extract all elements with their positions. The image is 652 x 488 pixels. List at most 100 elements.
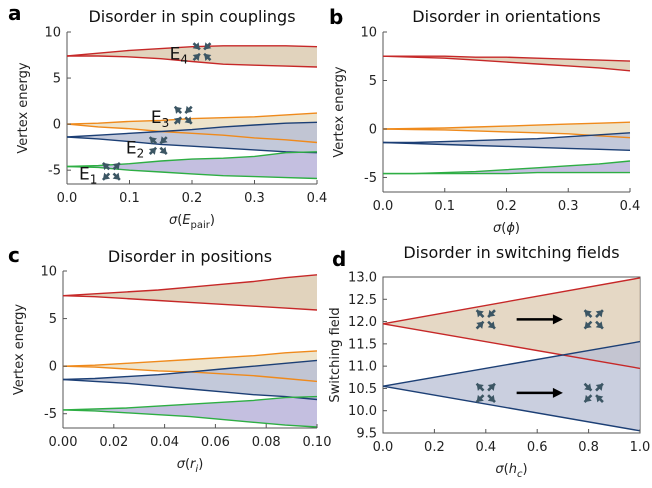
series-upper-line-E2 <box>66 121 318 138</box>
y-tick-label: 10 <box>44 26 61 41</box>
series-band-E2 <box>63 360 317 400</box>
vertex-E4-icon <box>192 42 212 62</box>
series-band-0 <box>383 277 640 369</box>
y-axis-label: Vertex energy <box>12 304 27 396</box>
x-tick-label: 0.08 <box>252 435 281 450</box>
y-axis-label: Switching field <box>328 307 343 402</box>
x-tick-label: 0.10 <box>303 435 332 450</box>
vertex-E2-icon <box>148 136 168 156</box>
y-tick-label: 10 <box>360 26 377 41</box>
transition-arrow-head-icon <box>552 387 563 398</box>
series-lower-line-E3 <box>66 123 318 144</box>
vertex-label-E4: E4 <box>170 45 188 67</box>
vertex-before-1-icon <box>475 309 496 330</box>
panel-letter: b <box>329 5 343 29</box>
y-axis-label: Vertex energy <box>16 62 31 154</box>
series-upper-line-E2 <box>62 359 318 381</box>
panel-b: b Disorder in orientations 0.0 0.1 0.2 0.3 0.4… <box>329 5 640 236</box>
x-tick-label: 0.6 <box>527 440 548 455</box>
x-tick-label: 0.0 <box>57 191 78 206</box>
series-lower-line-E2 <box>62 378 318 401</box>
series-upper-line-E4 <box>383 55 631 62</box>
panel-title: Disorder in positions <box>108 247 272 266</box>
series-band-E1 <box>67 151 317 179</box>
vertex-label-E1: E1 <box>79 164 97 186</box>
series-upper-line-E3 <box>382 121 631 130</box>
y-tick-label: 0 <box>53 118 61 133</box>
series-upper-line-E4 <box>62 274 318 297</box>
y-tick-label: 12.5 <box>348 293 377 308</box>
series-lower-line-E2 <box>66 136 318 154</box>
series-lower-line-E4 <box>62 295 318 311</box>
series-lower-line-0 <box>382 323 641 370</box>
x-tick-label: 0.04 <box>150 435 179 450</box>
y-tick-label: 11.5 <box>348 337 377 352</box>
vertex-after-2-icon <box>583 382 604 403</box>
y-tick-label: 10.5 <box>348 382 377 397</box>
panel-c: c Disorder in positions 0.00 0.02 0.04 0.06 0.… <box>8 243 331 475</box>
x-tick-label: 0.8 <box>578 440 599 455</box>
y-axis-label: Vertex energy <box>332 66 347 158</box>
series-band-E4 <box>383 56 630 71</box>
series-lower-line-E4 <box>382 55 631 72</box>
series-lower-line-E1 <box>383 171 630 175</box>
series-lower-line-E4 <box>67 55 318 68</box>
series-lower-line-1 <box>382 385 641 432</box>
y-tick-label: 5 <box>369 74 377 89</box>
panel-title: Disorder in spin couplings <box>88 7 295 26</box>
series-lower-line-E1 <box>62 409 318 428</box>
y-tick-label: 12.0 <box>348 315 377 330</box>
series-band-E1 <box>63 396 317 427</box>
transition-arrow-head-icon <box>552 314 563 325</box>
x-tick-label: 0.00 <box>49 435 78 450</box>
panel-letter: a <box>8 1 22 25</box>
x-tick-label: 0.3 <box>558 199 579 214</box>
x-tick-label: 0.2 <box>496 199 517 214</box>
x-tick-label: 0.2 <box>182 191 203 206</box>
series-band-E1 <box>383 161 630 174</box>
x-tick-label: 0.4 <box>620 199 641 214</box>
x-axis-label: σ(ri) <box>177 457 204 475</box>
series-upper-line-E2 <box>383 132 631 144</box>
vertex-before-2-icon <box>475 382 496 403</box>
series-band-E4 <box>63 274 317 310</box>
x-tick-label: 0.1 <box>434 199 455 214</box>
x-tick-label: 0.06 <box>201 435 230 450</box>
y-tick-label: 13.0 <box>348 271 377 286</box>
vertex-label-E3: E3 <box>151 108 169 130</box>
panel-d: d Disorder in switching fields 0.0 0.2 0.4 0.… <box>328 243 650 480</box>
y-tick-label: 0 <box>369 122 377 137</box>
series-band-E3 <box>383 122 630 138</box>
x-tick-label: 0.0 <box>373 440 394 455</box>
x-tick-label: 1.0 <box>630 440 651 455</box>
series-upper-line-E1 <box>62 395 318 411</box>
x-axis-label: σ(ϕ) <box>493 221 520 236</box>
y-tick-label: -5 <box>44 407 57 422</box>
x-tick-label: 0.1 <box>119 191 140 206</box>
y-tick-label: 9.5 <box>356 427 377 442</box>
y-tick-label: 11.0 <box>348 360 377 375</box>
series-lower-line-E2 <box>382 141 631 151</box>
series-upper-line-E3 <box>62 350 318 367</box>
panel-title: Disorder in switching fields <box>403 243 619 262</box>
vertex-E3-icon <box>173 105 193 125</box>
series-band-1 <box>383 341 640 431</box>
panel-letter: c <box>8 243 20 267</box>
panel-letter: d <box>332 247 346 271</box>
y-tick-label: 5 <box>49 312 57 327</box>
y-tick-label: 5 <box>53 72 61 87</box>
panel-a: a Disorder in spin couplings 0.0 0.1 0.2 0.3 0… <box>8 1 327 231</box>
x-tick-label: 0.4 <box>307 191 328 206</box>
panel-title: Disorder in orientations <box>412 7 600 26</box>
series-upper-line-0 <box>382 277 641 325</box>
x-axis-label: σ(Epair) <box>169 213 215 231</box>
y-tick-label: -5 <box>48 164 61 179</box>
x-tick-label: 0.2 <box>424 440 445 455</box>
series-upper-line-1 <box>382 340 641 387</box>
y-tick-label: -5 <box>364 171 377 186</box>
series-upper-line-E3 <box>66 112 318 125</box>
series-upper-line-E4 <box>66 45 318 57</box>
vertex-label-E2: E2 <box>126 139 144 161</box>
y-tick-label: 10.0 <box>348 404 377 419</box>
